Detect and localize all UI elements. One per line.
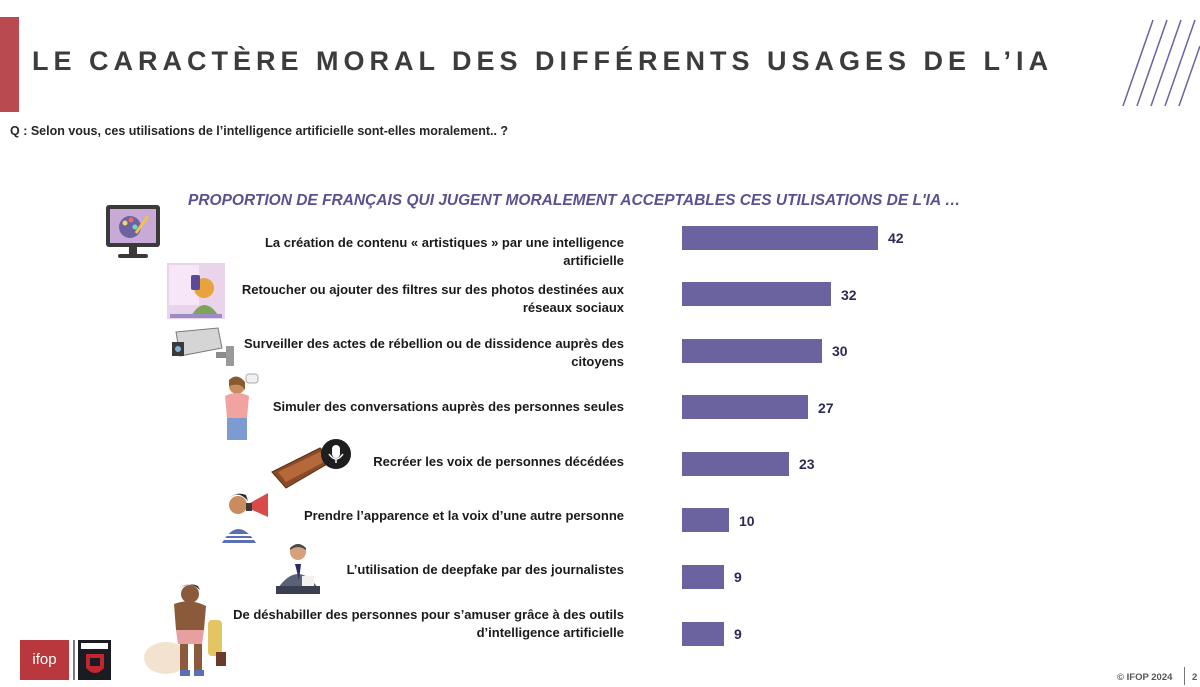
bar: [682, 395, 808, 419]
surveillance-camera-icon: [172, 327, 234, 366]
ifop-logo: ifop: [20, 640, 69, 680]
bar-value: 23: [799, 456, 815, 472]
bar: [682, 226, 878, 250]
logo-divider: [73, 640, 75, 680]
bar: [682, 622, 724, 646]
bar-value: 9: [734, 569, 742, 585]
page-title: LE CARACTÈRE MORAL DES DIFFÉRENTS USAGES…: [32, 46, 1054, 76]
survey-question: Q : Selon vous, ces utilisations de l’in…: [10, 124, 509, 138]
bar: [682, 452, 789, 476]
category-label: La création de contenu « artistiques » p…: [264, 235, 624, 268]
bar: [682, 339, 822, 363]
title-accent-bar: [0, 17, 19, 112]
megaphone-person-icon: [222, 493, 268, 543]
category-label: Retoucher ou ajouter des filtres sur des…: [241, 282, 624, 315]
news-anchor-icon: [276, 544, 320, 594]
decorative-hatch-lines: [1122, 19, 1200, 107]
bar-value: 27: [818, 400, 834, 416]
selfie-photo-icon: [167, 263, 225, 319]
bar-value: 42: [888, 230, 904, 246]
category-label: Surveiller des actes de rébellion ou de …: [243, 336, 624, 369]
category-label: Recréer les voix de personnes décédées: [373, 454, 624, 469]
bar-value: 30: [832, 343, 848, 359]
partner-logo: [78, 640, 111, 680]
bar-value: 9: [734, 626, 742, 642]
bar: [682, 508, 729, 532]
computer-paint-icon: [106, 205, 160, 258]
bar: [682, 282, 831, 306]
bar: [682, 565, 724, 589]
category-label: L’utilisation de deepfake par des journa…: [346, 562, 624, 577]
category-label: Simuler des conversations auprès des per…: [272, 399, 624, 414]
bar-value: 32: [841, 287, 857, 303]
category-label: De déshabiller des personnes pour s’amus…: [233, 607, 624, 640]
coffin-microphone-icon: [271, 439, 351, 489]
bar-value: 10: [739, 513, 755, 529]
chart-title: PROPORTION DE FRANÇAIS QUI JUGENT MORALE…: [188, 192, 961, 209]
woman-talking-icon: [225, 373, 259, 440]
page-number: 2: [1192, 672, 1198, 683]
page-divider: [1184, 667, 1185, 685]
undressed-person-icon: [144, 584, 226, 676]
copyright: © IFOP 2024: [1117, 672, 1173, 683]
category-label: Prendre l’apparence et la voix d’une aut…: [303, 508, 624, 523]
